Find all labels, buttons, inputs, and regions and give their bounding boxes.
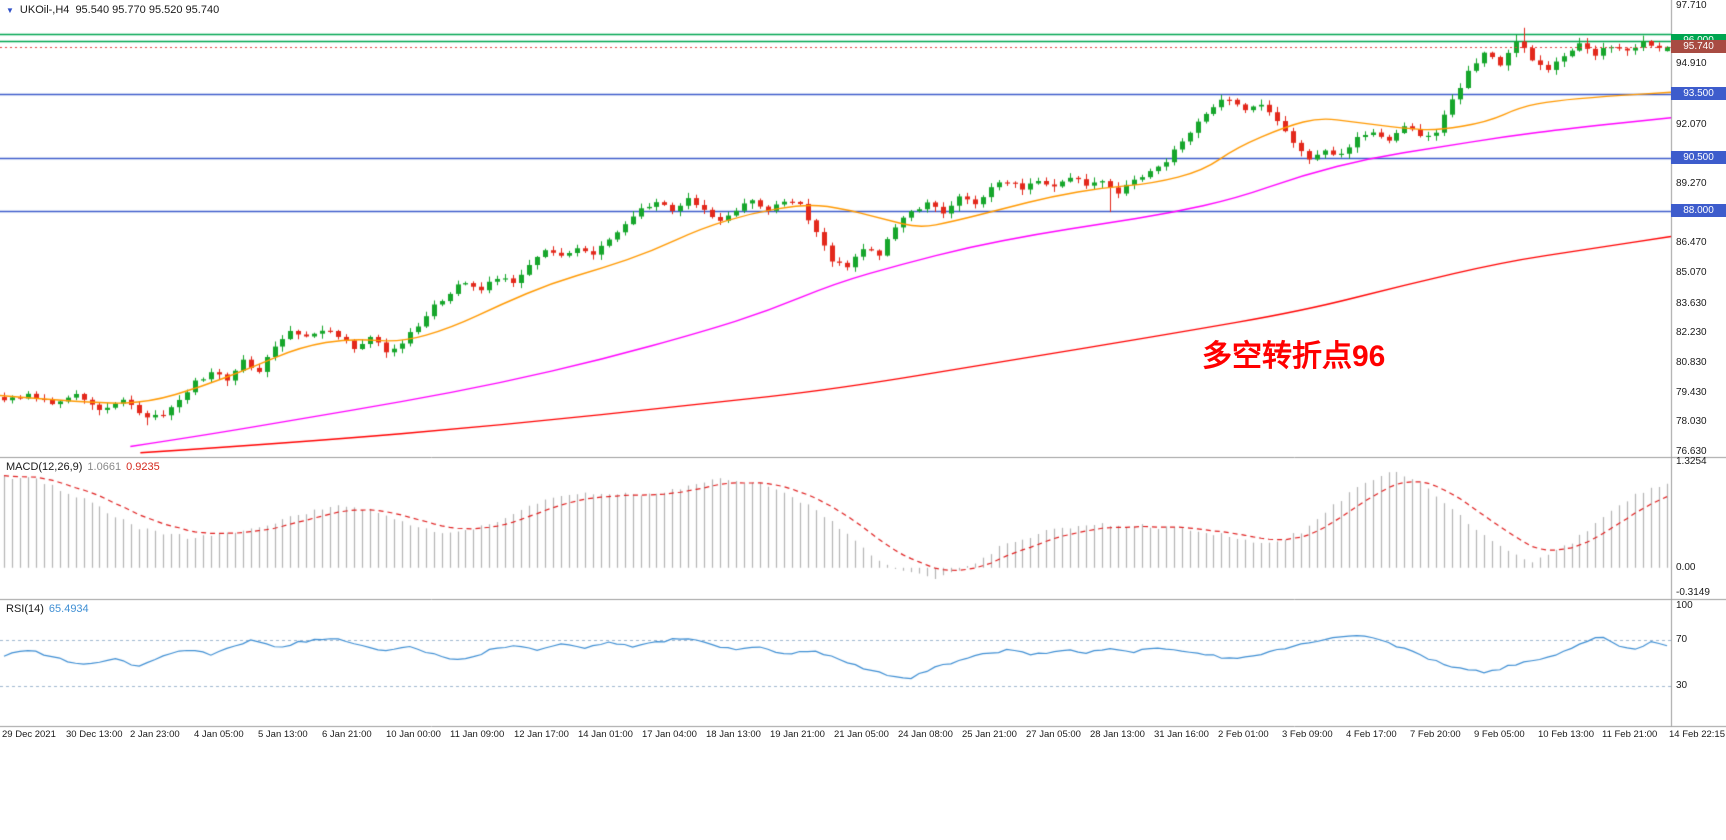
rsi-axis-label: 100 <box>1676 599 1693 611</box>
time-axis-label: 30 Dec 13:00 <box>66 729 123 740</box>
time-axis-label: 29 Dec 2021 <box>2 729 56 740</box>
time-axis-label: 19 Jan 21:00 <box>770 729 825 740</box>
time-axis-label: 6 Jan 21:00 <box>322 729 372 740</box>
current-price-badge: 95.740 <box>1671 39 1726 53</box>
price-axis-label: 86.470 <box>1676 237 1707 249</box>
rsi-name: RSI(14) <box>6 603 44 615</box>
rsi-axis-label: 70 <box>1676 634 1688 646</box>
symbol-dropdown-icon[interactable]: ▼ <box>6 5 14 15</box>
macd-axis-label: 1.3254 <box>1676 456 1707 468</box>
chart-header: ▼ UKOil-,H4 95.540 95.770 95.520 95.740 <box>6 4 219 16</box>
ohlc-values: 95.540 95.770 95.520 95.740 <box>75 4 220 16</box>
time-axis-label: 14 Feb 22:15 <box>1669 729 1725 740</box>
time-axis-label: 3 Feb 09:00 <box>1282 729 1333 740</box>
price-level-badge: 88.000 <box>1671 204 1726 218</box>
time-axis-label: 10 Feb 13:00 <box>1538 729 1594 740</box>
price-axis-label: 97.710 <box>1676 0 1707 11</box>
price-axis-label: 92.070 <box>1676 118 1707 130</box>
time-axis-label: 31 Jan 16:00 <box>1154 729 1209 740</box>
rsi-value: 65.4934 <box>48 603 89 615</box>
price-level-badge: 93.500 <box>1671 87 1726 101</box>
macd-axis-label: 0.00 <box>1676 561 1696 573</box>
time-axis-label: 2 Jan 23:00 <box>130 729 180 740</box>
price-axis-label: 89.270 <box>1676 178 1707 190</box>
price-axis[interactable]: 97.710 94.910 92.070 89.270 86.470 85.070 83.6… <box>1671 0 1726 726</box>
time-axis-label: 4 Jan 05:00 <box>194 729 244 740</box>
macd-signal-value: 0.9235 <box>126 461 160 473</box>
price-level-badge: 90.500 <box>1671 151 1726 164</box>
annotation-text: 多空转折点96 <box>1202 340 1386 373</box>
time-axis-label: 2 Feb 01:00 <box>1218 729 1269 740</box>
time-axis[interactable]: 29 Dec 2021 30 Dec 13:00 2 Jan 23:00 4 Jan … <box>0 727 1726 745</box>
price-axis-label: 78.030 <box>1676 416 1707 428</box>
macd-name: MACD(12,26,9) <box>6 461 83 473</box>
price-axis-label: 85.070 <box>1676 267 1707 279</box>
price-axis-label: 94.910 <box>1676 58 1707 70</box>
time-axis-label: 11 Jan 09:00 <box>450 729 505 740</box>
macd-main-value: 1.0661 <box>87 461 122 473</box>
time-axis-label: 18 Jan 13:00 <box>706 729 761 740</box>
macd-indicator-label: MACD(12,26,9) 1.0661 0.9235 <box>6 461 160 473</box>
time-axis-label: 25 Jan 21:00 <box>962 729 1017 740</box>
time-axis-label: 12 Jan 17:00 <box>514 729 569 740</box>
price-axis-label: 82.230 <box>1676 327 1707 339</box>
symbol-timeframe-label: UKOil-,H4 <box>19 4 70 16</box>
time-axis-label: 17 Jan 04:00 <box>642 729 697 740</box>
time-axis-label: 5 Jan 13:00 <box>258 729 308 740</box>
time-axis-label: 27 Jan 05:00 <box>1026 729 1081 740</box>
time-axis-label: 11 Feb 21:00 <box>1602 729 1658 740</box>
time-axis-label: 7 Feb 20:00 <box>1410 729 1461 740</box>
price-axis-label: 76.630 <box>1676 446 1707 458</box>
time-axis-label: 21 Jan 05:00 <box>834 729 889 740</box>
time-axis-label: 4 Feb 17:00 <box>1346 729 1397 740</box>
rsi-indicator-label: RSI(14) 65.4934 <box>6 603 89 615</box>
price-axis-label: 79.430 <box>1676 386 1707 398</box>
time-axis-label: 24 Jan 08:00 <box>898 729 953 740</box>
price-axis-label: 80.830 <box>1676 357 1707 369</box>
price-axis-label: 83.630 <box>1676 297 1707 309</box>
time-axis-label: 10 Jan 00:00 <box>386 729 441 740</box>
time-axis-label: 28 Jan 13:00 <box>1090 729 1145 740</box>
rsi-axis-label: 30 <box>1676 679 1688 691</box>
time-axis-label: 14 Jan 01:00 <box>578 729 633 740</box>
time-axis-label: 9 Feb 05:00 <box>1474 729 1525 740</box>
macd-axis-label: -0.3149 <box>1676 586 1710 598</box>
